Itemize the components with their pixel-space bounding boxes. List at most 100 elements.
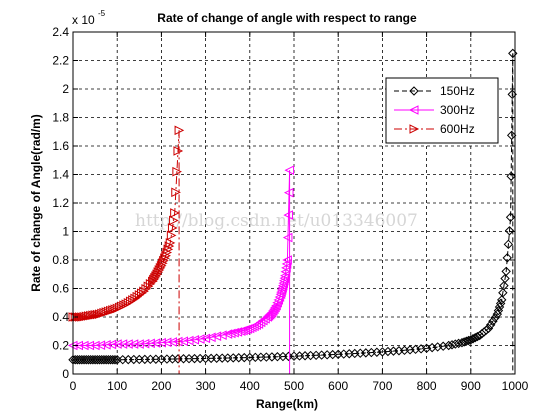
series-marker [459,337,469,347]
series-marker [166,230,177,241]
series-marker [229,327,239,338]
series-marker [283,210,293,220]
series-marker [130,293,140,304]
series-marker [488,316,498,326]
legend-label: 150Hz [440,84,475,98]
legend-label: 300Hz [440,103,475,117]
series-marker [273,295,284,305]
x-tick-label: 700 [372,379,392,393]
series-marker [278,278,289,288]
series-marker [279,273,290,283]
legend-marker [408,105,419,115]
y-tick-label: 2 [62,82,69,96]
y-tick-label: 2.4 [52,25,69,39]
series-marker [474,330,485,341]
series-marker [72,355,83,365]
series-marker [150,338,161,348]
series-marker [83,355,94,365]
series-marker [283,187,294,198]
series-marker [497,295,507,305]
series-marker [128,339,139,349]
series-marker [490,313,500,323]
y-tick-label: 0.4 [52,310,69,324]
series-marker [503,239,514,250]
series-marker [161,337,172,348]
series-marker [174,125,185,136]
series-marker [492,309,503,319]
axis-ticks: 0 100 200 300 400 500 600 700 800 900 1000 0 0.2 0.4 0… [52,25,528,393]
series-marker [170,208,180,218]
series-marker [501,266,511,277]
x-tick-label: 300 [196,379,216,393]
series-marker [88,355,98,365]
x-tick-label: 600 [328,379,348,393]
y-tick-label: 1.4 [52,168,69,182]
series-marker [92,355,103,365]
series-marker [222,329,233,339]
y-tick-label: 1.8 [52,111,69,125]
series-marker [139,286,149,297]
y-axis-multiplier-exponent: -5 [98,9,106,18]
series-marker [172,166,182,177]
series-marker [153,267,164,277]
series-marker [277,282,287,293]
legend: 150Hz 300Hz 600Hz [385,77,499,144]
series-marker [85,355,96,365]
series-marker [499,280,509,291]
y-axis-title: Rate of change of Angle(rad/m) [29,114,43,292]
series-marker [255,317,266,328]
series-marker [101,339,111,350]
y-axis-multiplier: x 10 [72,13,95,27]
x-axis-title: Range(km) [256,397,318,411]
series-marker [173,146,184,156]
series-marker [262,312,272,322]
series-marker [99,355,109,365]
legend-marker [409,124,420,134]
series-marker [112,339,122,349]
series-marker [81,355,91,365]
series-marker [267,306,278,316]
x-tick-label: 400 [240,379,260,393]
series-marker [468,334,478,344]
series-marker [483,323,494,334]
series-marker [156,260,167,271]
series-marker [280,270,290,281]
series-marker [253,319,264,329]
series-marker [272,297,282,308]
series-marker [101,355,111,365]
series-marker [470,332,480,343]
y-tick-label: 1 [62,225,69,239]
series-marker [278,275,289,286]
watermark-text: http://blog.csdn.net/u013346007 [135,211,418,231]
series-marker [94,355,105,365]
x-tick-label: 200 [151,379,171,393]
series-line [73,53,514,361]
legend-marker [409,86,419,96]
series-marker [84,340,95,351]
x-tick-label: 800 [417,379,437,393]
series-marker [266,307,277,318]
series-marker [97,355,107,365]
series-marker [282,232,293,243]
series-marker [274,292,285,302]
series-marker [271,300,281,311]
series-marker [472,331,483,342]
series-layer [67,48,518,374]
series-marker [172,336,183,347]
series-marker [282,255,292,265]
series-marker [160,253,170,264]
series-marker [500,273,510,284]
series-marker [466,335,476,345]
y-tick-label: 1.6 [52,139,69,153]
series-marker [152,269,163,280]
series-marker [95,340,106,350]
series-marker [139,338,150,349]
y-tick-label: 0.2 [52,339,69,353]
series-marker [110,355,120,365]
series-marker [505,212,516,222]
legend-label: 600Hz [440,122,475,136]
series-marker [78,340,89,351]
series-marker [171,187,181,198]
